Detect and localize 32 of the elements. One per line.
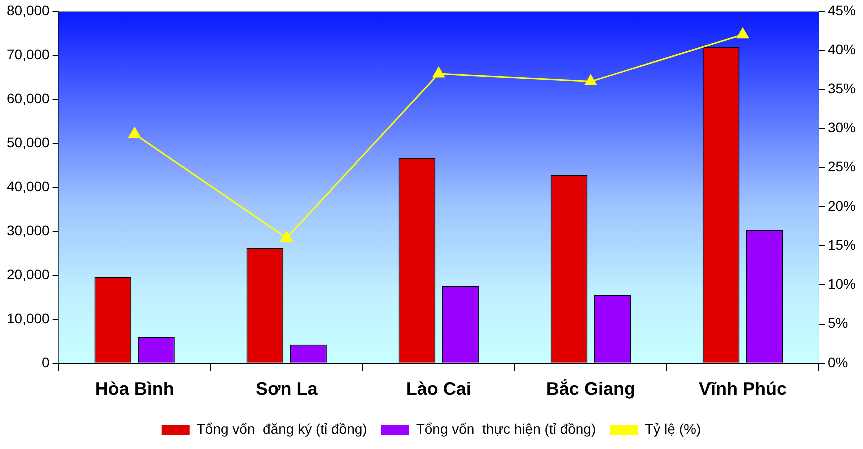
y-tick-label: 40,000 [6,178,50,194]
point [432,67,445,78]
x-tick-label: Lào Cai [406,379,472,400]
y2-tick-label: 30% [828,120,856,136]
x-tick-label: Sơn La [256,379,319,400]
legend-label: Tổng vốn thực hiện (tỉ đồng) [416,420,596,437]
y2-tick-label: 20% [828,198,856,214]
point [128,127,141,138]
y-tick-label: 80,000 [6,2,50,18]
y2-tick-label: 35% [828,80,856,96]
y-tick-label: 70,000 [6,46,50,62]
y2-tick-label: 5% [828,315,848,332]
point [737,28,749,39]
y2-tick-label: 15% [828,236,856,253]
y-tick-label: 0 [42,354,50,370]
x-tick-label: Hòa Bình [95,379,174,400]
y2-tick-label: 10% [828,276,856,292]
y2-tick-label: 0% [828,354,848,370]
x-tick-label: Vĩnh Phúc [698,379,787,400]
y2-tick-label: 40% [828,41,856,58]
point [584,75,597,86]
y2-tick-label: 45% [828,2,856,18]
point [280,231,293,242]
legend-label: Tỷ lệ (%) [645,420,702,437]
x-tick-label: Bắc Giang [546,378,636,400]
legend-label: Tổng vốn đăng ký (tỉ đồng) [196,420,368,437]
y-tick-label: 20,000 [6,266,50,282]
y-tick-label: 30,000 [6,222,50,238]
y-tick-label: 50,000 [6,134,50,150]
y-tick-label: 10,000 [6,310,50,326]
y-tick-label: 60,000 [6,90,50,106]
y2-tick-label: 25% [828,158,856,175]
